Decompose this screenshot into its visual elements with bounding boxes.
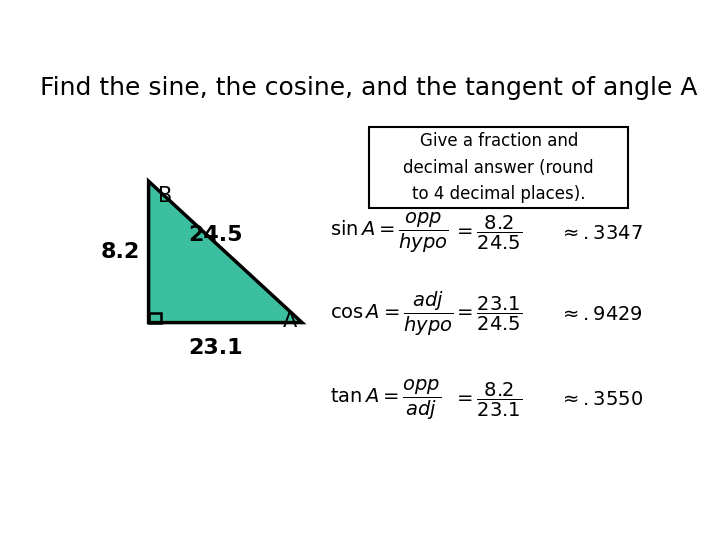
Text: Find the sine, the cosine, and the tangent of angle A: Find the sine, the cosine, and the tange… bbox=[40, 76, 698, 100]
Text: $= \dfrac{8.2}{24.5}$: $= \dfrac{8.2}{24.5}$ bbox=[453, 214, 522, 252]
FancyBboxPatch shape bbox=[369, 127, 629, 208]
Text: 8.2: 8.2 bbox=[101, 242, 140, 262]
Text: $\approx .9429$: $\approx .9429$ bbox=[559, 305, 642, 324]
Text: $= \dfrac{8.2}{23.1}$: $= \dfrac{8.2}{23.1}$ bbox=[453, 381, 522, 418]
Text: $\cos A = \dfrac{adj}{hypo}$: $\cos A = \dfrac{adj}{hypo}$ bbox=[330, 290, 454, 339]
Polygon shape bbox=[148, 181, 302, 322]
Text: $\approx .3550$: $\approx .3550$ bbox=[559, 390, 643, 409]
Text: $\approx .3347$: $\approx .3347$ bbox=[559, 224, 643, 242]
Text: Give a fraction and
decimal answer (round
to 4 decimal places).: Give a fraction and decimal answer (roun… bbox=[403, 132, 594, 203]
Text: $\sin A = \dfrac{opp}{hypo}$: $\sin A = \dfrac{opp}{hypo}$ bbox=[330, 211, 449, 255]
Text: 23.1: 23.1 bbox=[188, 338, 243, 357]
Text: 24.5: 24.5 bbox=[189, 225, 243, 245]
Text: $\tan A = \dfrac{opp}{adj}$: $\tan A = \dfrac{opp}{adj}$ bbox=[330, 377, 441, 422]
Text: A: A bbox=[283, 310, 297, 330]
Text: B: B bbox=[158, 186, 173, 206]
Text: $= \dfrac{23.1}{24.5}$: $= \dfrac{23.1}{24.5}$ bbox=[453, 295, 522, 333]
